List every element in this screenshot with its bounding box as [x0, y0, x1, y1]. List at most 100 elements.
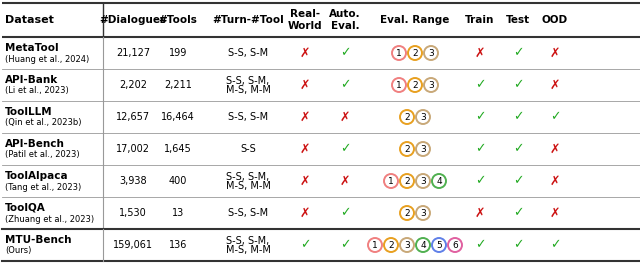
Text: ✗: ✗ [550, 206, 560, 219]
Text: 2: 2 [404, 209, 410, 217]
Text: 3: 3 [420, 145, 426, 153]
Text: MetaTool: MetaTool [5, 43, 59, 53]
Text: ✗: ✗ [475, 47, 485, 60]
Text: 2: 2 [404, 112, 410, 122]
Text: Real-
World: Real- World [288, 9, 323, 31]
Text: Test: Test [506, 15, 530, 25]
Text: 2: 2 [388, 240, 394, 250]
Text: ✓: ✓ [340, 238, 350, 252]
Text: ToolLLM: ToolLLM [5, 107, 52, 117]
Text: Train: Train [465, 15, 495, 25]
Text: S-S: S-S [240, 144, 256, 154]
Text: MTU-Bench: MTU-Bench [5, 235, 72, 245]
Text: S-S, S-M: S-S, S-M [228, 48, 268, 58]
Text: 1,530: 1,530 [119, 208, 147, 218]
Text: #Dialogues: #Dialogues [99, 15, 166, 25]
Text: ✗: ✗ [550, 78, 560, 91]
Text: 5: 5 [436, 240, 442, 250]
Text: 4: 4 [436, 176, 442, 186]
Text: ✓: ✓ [513, 111, 524, 124]
Text: ✓: ✓ [550, 238, 560, 252]
Text: (Zhuang et al., 2023): (Zhuang et al., 2023) [5, 214, 94, 224]
Text: 3: 3 [420, 112, 426, 122]
Text: M-S, M-M: M-S, M-M [225, 245, 271, 255]
Text: S-S, S-M,: S-S, S-M, [227, 76, 269, 86]
Text: ✓: ✓ [340, 142, 350, 155]
Text: ✗: ✗ [300, 142, 310, 155]
Text: ToolAlpaca: ToolAlpaca [5, 171, 68, 181]
Text: ✓: ✓ [513, 238, 524, 252]
Text: ✓: ✓ [340, 206, 350, 219]
Text: 3: 3 [428, 81, 434, 89]
Text: ✗: ✗ [300, 111, 310, 124]
Text: 2,202: 2,202 [119, 80, 147, 90]
Text: 3: 3 [420, 209, 426, 217]
Text: 199: 199 [169, 48, 187, 58]
Text: ✓: ✓ [340, 47, 350, 60]
Text: 6: 6 [452, 240, 458, 250]
Text: ✓: ✓ [300, 238, 310, 252]
Text: (Patil et al., 2023): (Patil et al., 2023) [5, 150, 79, 160]
Text: Auto.
Eval.: Auto. Eval. [329, 9, 361, 31]
Text: ✓: ✓ [513, 78, 524, 91]
Text: ✓: ✓ [475, 175, 485, 188]
Text: ✗: ✗ [550, 47, 560, 60]
Text: 2: 2 [404, 176, 410, 186]
Text: ✗: ✗ [340, 111, 350, 124]
Text: S-S, S-M: S-S, S-M [228, 208, 268, 218]
Text: API-Bench: API-Bench [5, 139, 65, 149]
Text: (Tang et al., 2023): (Tang et al., 2023) [5, 183, 81, 191]
Text: ✗: ✗ [340, 175, 350, 188]
Text: ✗: ✗ [300, 47, 310, 60]
Text: 17,002: 17,002 [116, 144, 150, 154]
Text: 159,061: 159,061 [113, 240, 153, 250]
Text: M-S, M-M: M-S, M-M [225, 85, 271, 95]
Text: 3: 3 [404, 240, 410, 250]
Text: ✗: ✗ [550, 142, 560, 155]
Text: M-S, M-M: M-S, M-M [225, 181, 271, 191]
Text: ✓: ✓ [475, 238, 485, 252]
Text: 3,938: 3,938 [119, 176, 147, 186]
Text: 400: 400 [169, 176, 187, 186]
Text: S-S, S-M,: S-S, S-M, [227, 236, 269, 246]
Text: Eval. Range: Eval. Range [380, 15, 450, 25]
Text: ✗: ✗ [550, 175, 560, 188]
Text: 1,645: 1,645 [164, 144, 192, 154]
Text: ✓: ✓ [513, 142, 524, 155]
Text: ✗: ✗ [300, 206, 310, 219]
Text: 3: 3 [428, 48, 434, 58]
Text: 16,464: 16,464 [161, 112, 195, 122]
Text: #Tools: #Tools [159, 15, 197, 25]
Text: 2: 2 [412, 81, 418, 89]
Text: 1: 1 [388, 176, 394, 186]
Text: 1: 1 [396, 48, 402, 58]
Text: 12,657: 12,657 [116, 112, 150, 122]
Text: (Qin et al., 2023b): (Qin et al., 2023b) [5, 119, 81, 127]
Text: ✗: ✗ [300, 175, 310, 188]
Text: Dataset: Dataset [5, 15, 54, 25]
Text: ✓: ✓ [550, 111, 560, 124]
Text: #Turn-#Tool: #Turn-#Tool [212, 15, 284, 25]
Text: 3: 3 [420, 176, 426, 186]
Text: ToolQA: ToolQA [5, 203, 45, 213]
Text: ✓: ✓ [513, 47, 524, 60]
Text: ✓: ✓ [475, 111, 485, 124]
Text: 2: 2 [412, 48, 418, 58]
Text: 2: 2 [404, 145, 410, 153]
Text: API-Bank: API-Bank [5, 75, 58, 85]
Text: ✓: ✓ [475, 78, 485, 91]
Text: (Ours): (Ours) [5, 247, 31, 255]
Text: (Huang et al., 2024): (Huang et al., 2024) [5, 55, 89, 63]
Text: ✗: ✗ [475, 206, 485, 219]
Text: 2,211: 2,211 [164, 80, 192, 90]
Text: 136: 136 [169, 240, 187, 250]
Text: 21,127: 21,127 [116, 48, 150, 58]
Text: 1: 1 [372, 240, 378, 250]
Text: 4: 4 [420, 240, 426, 250]
Text: S-S, S-M,: S-S, S-M, [227, 172, 269, 182]
Text: 13: 13 [172, 208, 184, 218]
Text: 1: 1 [396, 81, 402, 89]
Text: OOD: OOD [542, 15, 568, 25]
Text: ✓: ✓ [513, 206, 524, 219]
Text: ✓: ✓ [340, 78, 350, 91]
